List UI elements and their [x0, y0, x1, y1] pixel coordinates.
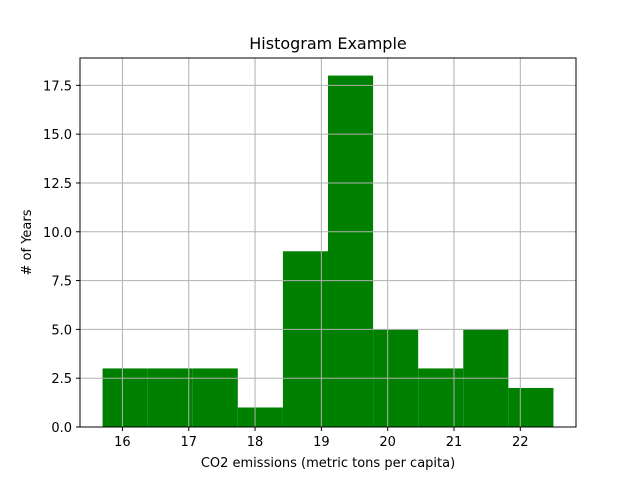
histogram-bar	[418, 368, 464, 427]
ticks-layer: 16 17 18 19 20 21 22 0.0 2.5 5.0 7.5 10.0 12.5 15.0 17…	[43, 79, 529, 450]
y-tick-label: 10.0	[43, 226, 72, 241]
x-tick-label: 18	[247, 435, 264, 450]
x-tick-label: 16	[114, 435, 131, 450]
y-tick-label: 7.5	[51, 275, 72, 290]
y-tick-label: 2.5	[51, 372, 72, 387]
x-tick-label: 19	[313, 435, 330, 450]
y-tick-label: 15.0	[43, 128, 72, 143]
x-axis-label: CO2 emissions (metric tons per capita)	[201, 456, 455, 471]
chart-title: Histogram Example	[249, 34, 407, 53]
histogram-bar	[147, 368, 193, 427]
x-tick-label: 21	[446, 435, 463, 450]
x-tick-label: 22	[512, 435, 529, 450]
y-tick-label: 0.0	[51, 421, 72, 436]
histogram-bar	[102, 368, 148, 427]
bars-layer	[102, 75, 554, 428]
histogram-bar	[192, 368, 238, 427]
histogram-bar	[508, 387, 554, 427]
histogram-bar	[328, 75, 374, 428]
x-tick-label: 17	[180, 435, 197, 450]
y-tick-label: 17.5	[43, 79, 72, 94]
y-tick-label: 5.0	[51, 323, 72, 338]
y-axis-label: # of Years	[20, 209, 35, 275]
y-tick-label: 12.5	[43, 177, 72, 192]
x-tick-label: 20	[379, 435, 396, 450]
axes-frame	[79, 57, 577, 428]
histogram-bar	[237, 407, 283, 427]
